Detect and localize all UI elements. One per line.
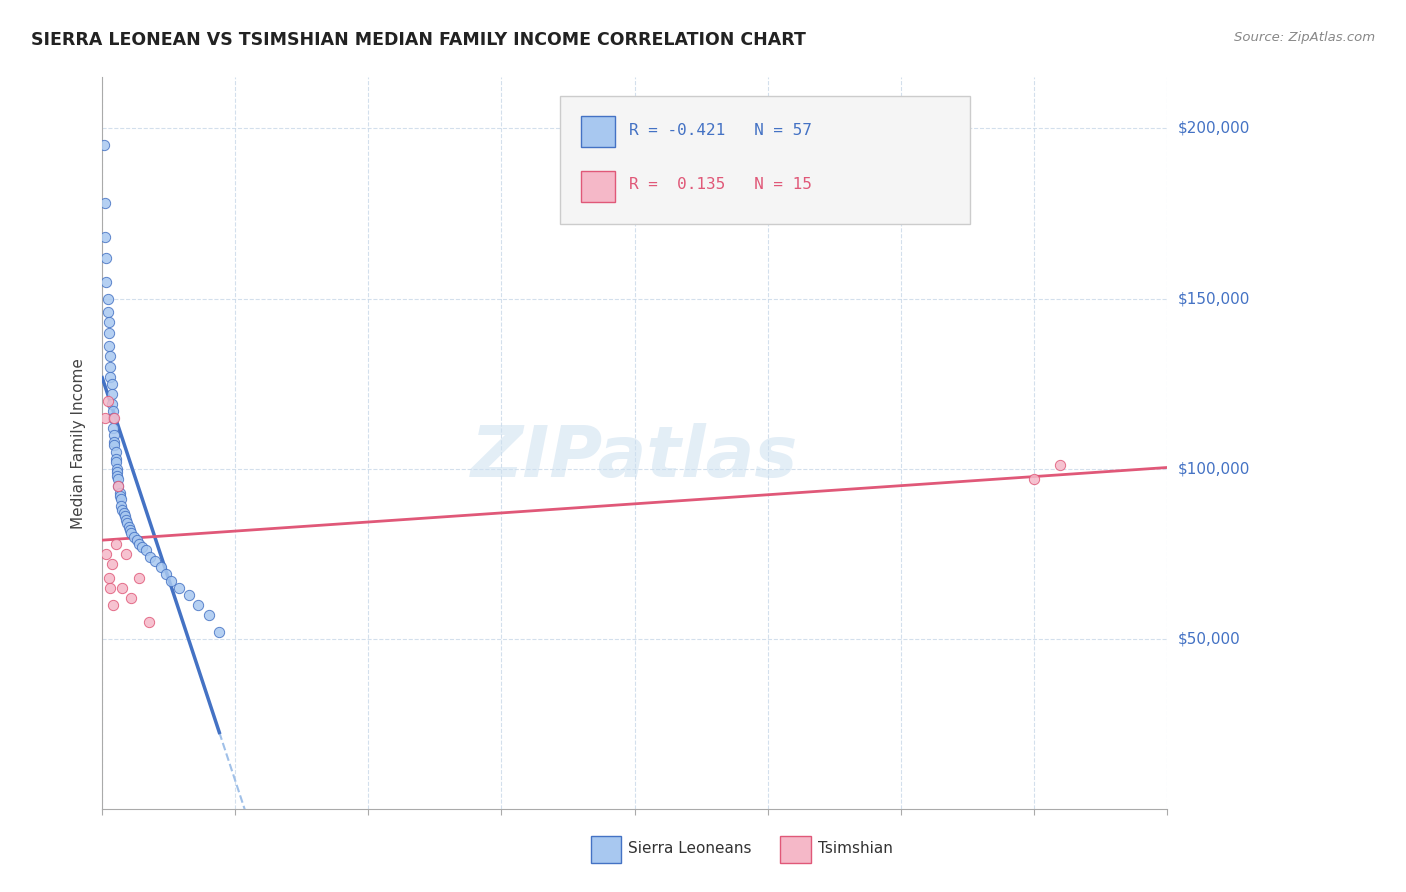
Point — [101, 598, 124, 612]
Point — [1049, 458, 1071, 473]
Point — [105, 468, 128, 483]
Point — [107, 479, 129, 493]
Text: Sierra Leoneans: Sierra Leoneans — [628, 841, 752, 855]
Text: R =  0.135   N = 15: R = 0.135 N = 15 — [630, 178, 813, 193]
Point — [103, 434, 125, 449]
Point — [97, 339, 120, 353]
Point — [115, 513, 138, 527]
Point — [149, 560, 172, 574]
Point — [122, 530, 145, 544]
Point — [128, 536, 150, 550]
Point — [139, 550, 162, 565]
Bar — [581, 171, 616, 202]
Point — [103, 438, 125, 452]
Point — [97, 315, 120, 329]
Point — [100, 557, 122, 571]
Point — [138, 615, 160, 629]
Point — [101, 404, 124, 418]
Point — [94, 230, 117, 244]
Point — [108, 485, 131, 500]
Text: R = -0.421   N = 57: R = -0.421 N = 57 — [630, 122, 813, 137]
Point — [94, 410, 117, 425]
Point — [145, 553, 167, 567]
Point — [96, 275, 118, 289]
Text: $100,000: $100,000 — [1178, 461, 1250, 476]
Text: $200,000: $200,000 — [1178, 121, 1250, 136]
Point — [110, 492, 132, 507]
Point — [98, 581, 121, 595]
Point — [117, 516, 139, 531]
Point — [103, 410, 125, 425]
Point — [97, 326, 120, 340]
Point — [111, 502, 134, 516]
Y-axis label: Median Family Income: Median Family Income — [72, 358, 86, 529]
Point — [107, 472, 129, 486]
Text: SIERRA LEONEAN VS TSIMSHIAN MEDIAN FAMILY INCOME CORRELATION CHART: SIERRA LEONEAN VS TSIMSHIAN MEDIAN FAMIL… — [31, 31, 806, 49]
Point — [208, 625, 231, 640]
Point — [97, 571, 120, 585]
Point — [98, 350, 121, 364]
Point — [108, 489, 131, 503]
Point — [96, 547, 118, 561]
Point — [107, 479, 129, 493]
Point — [115, 547, 138, 561]
Point — [110, 499, 132, 513]
Point — [1022, 472, 1045, 486]
Point — [197, 608, 219, 623]
Point — [121, 591, 143, 605]
Point — [121, 526, 143, 541]
Point — [103, 427, 125, 442]
Point — [93, 138, 115, 153]
Point — [125, 533, 148, 548]
Point — [100, 387, 122, 401]
Point — [98, 359, 121, 374]
Point — [105, 461, 128, 475]
Point — [98, 370, 121, 384]
Point — [104, 451, 127, 466]
Point — [169, 581, 191, 595]
Text: $150,000: $150,000 — [1178, 291, 1250, 306]
Point — [96, 292, 118, 306]
Point — [135, 543, 157, 558]
Point — [101, 410, 124, 425]
Point — [96, 393, 118, 408]
Point — [96, 251, 118, 265]
Point — [101, 421, 124, 435]
Text: $50,000: $50,000 — [1178, 632, 1240, 647]
Point — [118, 519, 141, 533]
Point — [131, 540, 153, 554]
Text: Source: ZipAtlas.com: Source: ZipAtlas.com — [1234, 31, 1375, 45]
Point — [100, 397, 122, 411]
Point — [155, 567, 177, 582]
Bar — [581, 116, 616, 147]
FancyBboxPatch shape — [560, 95, 970, 224]
Point — [177, 588, 200, 602]
Point — [94, 196, 117, 211]
Point — [104, 455, 127, 469]
Point — [187, 598, 209, 612]
Point — [160, 574, 183, 588]
Point — [104, 536, 127, 550]
Point — [96, 305, 118, 319]
Point — [120, 523, 142, 537]
Point — [105, 465, 128, 479]
Text: Tsimshian: Tsimshian — [818, 841, 893, 855]
Point — [100, 376, 122, 391]
Point — [128, 571, 150, 585]
Point — [112, 506, 135, 520]
Point — [104, 444, 127, 458]
Text: ZIPatlas: ZIPatlas — [471, 424, 799, 492]
Point — [114, 509, 136, 524]
Point — [111, 581, 134, 595]
